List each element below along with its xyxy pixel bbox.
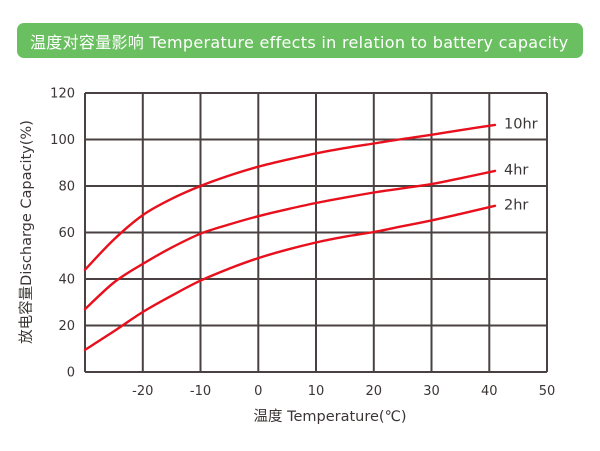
series-label-10hr: 10hr bbox=[504, 116, 538, 132]
series-label-2hr: 2hr bbox=[504, 197, 528, 213]
grid-layer bbox=[84, 92, 548, 373]
x-tick-label: 10 bbox=[308, 384, 325, 399]
y-tick-label: 120 bbox=[50, 87, 75, 102]
x-tick-label: 50 bbox=[539, 384, 556, 399]
y-tick-label: 20 bbox=[58, 319, 75, 334]
curve-layer bbox=[83, 123, 497, 352]
y-tick-label: 60 bbox=[58, 226, 75, 241]
y-axis-title: 放电容量Discharge Capacity(%) bbox=[18, 120, 35, 344]
tick-label-layer: -20 -10 0 10 20 30 40 50 0 20 40 60 80 100 120 10hr 4hr 2… bbox=[50, 87, 555, 400]
x-tick-label: -10 bbox=[190, 384, 211, 399]
series-label-4hr: 4hr bbox=[504, 162, 528, 178]
x-tick-label: -20 bbox=[132, 384, 153, 399]
x-tick-label: 30 bbox=[423, 384, 440, 399]
curve-2hr bbox=[83, 204, 497, 352]
banner: 温度对容量影响 Temperature effects in relation … bbox=[17, 23, 583, 58]
x-tick-label: 20 bbox=[366, 384, 383, 399]
y-tick-label: 100 bbox=[50, 133, 75, 148]
curve-10hr bbox=[83, 123, 497, 271]
banner-title: 温度对容量影响 Temperature effects in relation … bbox=[30, 32, 569, 52]
x-tick-label: 0 bbox=[254, 384, 262, 399]
y-tick-label: 40 bbox=[58, 273, 75, 288]
y-tick-label: 80 bbox=[58, 180, 75, 195]
x-axis-title: 温度 Temperature(℃) bbox=[253, 408, 406, 425]
y-tick-label: 0 bbox=[67, 366, 75, 381]
x-tick-label: 40 bbox=[481, 384, 498, 399]
curve-4hr bbox=[83, 169, 497, 311]
